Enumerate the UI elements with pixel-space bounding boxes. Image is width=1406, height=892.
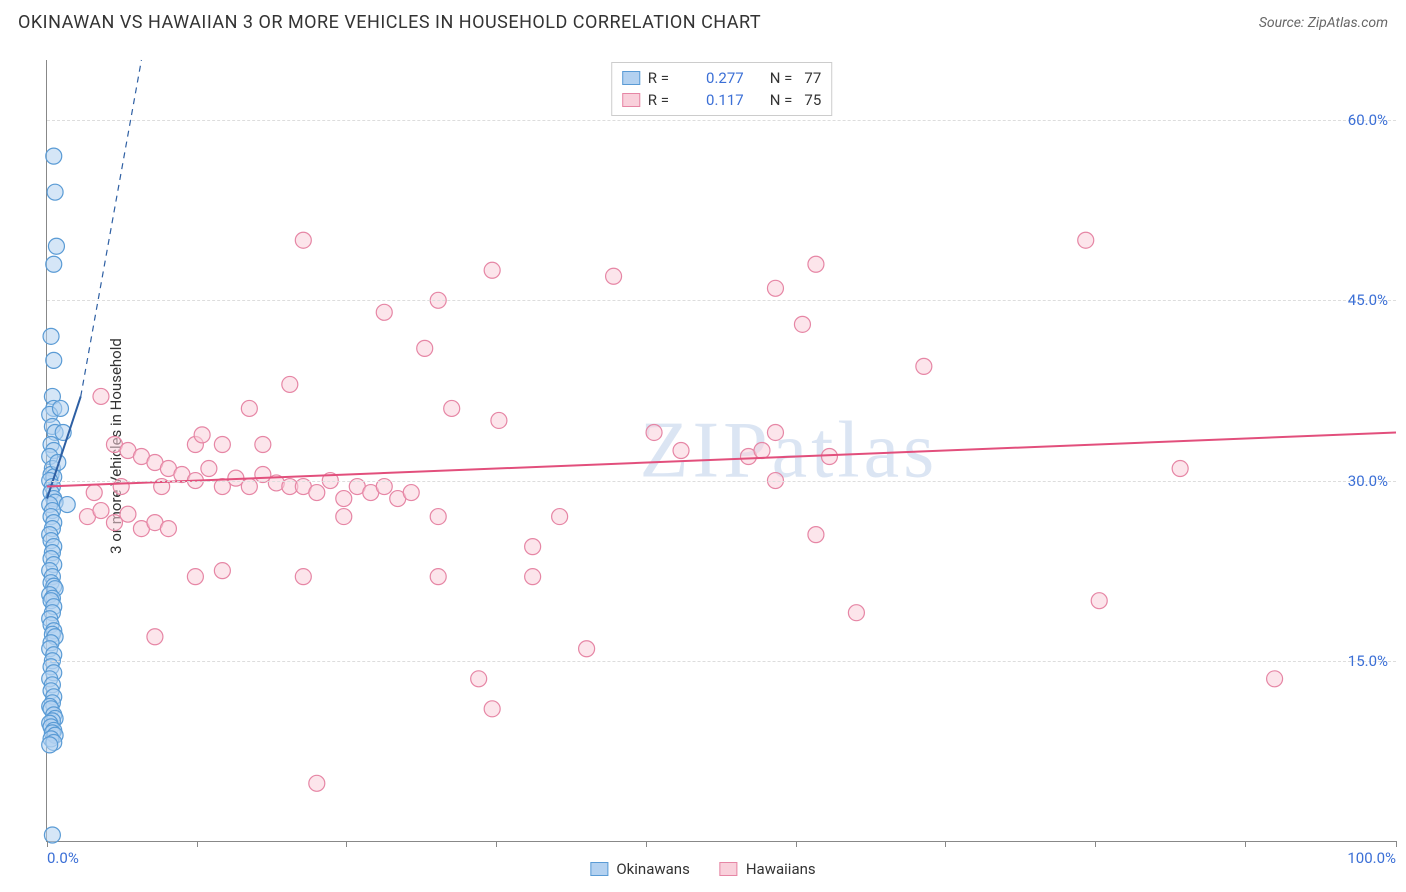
x-tick <box>945 841 946 847</box>
scatter-plot-svg <box>47 60 1396 841</box>
x-tick <box>646 841 647 847</box>
x-tick <box>346 841 347 847</box>
legend-stats: R = 0.277 N = 77 R = 0.117 N = 75 <box>611 62 833 116</box>
x-tick <box>1095 841 1096 847</box>
legend-swatch <box>590 862 608 876</box>
legend-n-label: N = <box>770 91 793 109</box>
legend-series-item: Hawaiians <box>720 860 816 878</box>
source-label: Source: ZipAtlas.com <box>1259 15 1388 31</box>
x-tick <box>796 841 797 847</box>
y-tick-label: 45.0% <box>1348 291 1388 309</box>
x-tick <box>1396 841 1397 847</box>
legend-r-value: 0.117 <box>690 91 744 109</box>
legend-series-label: Okinawans <box>616 860 689 878</box>
x-tick <box>47 841 48 847</box>
chart-title: OKINAWAN VS HAWAIIAN 3 OR MORE VEHICLES … <box>18 12 761 33</box>
legend-swatch <box>622 71 640 85</box>
gridline <box>47 481 1396 482</box>
chart-plot-area: ZIPatlas R = 0.277 N = 77 R = 0.117 N = … <box>46 60 1396 842</box>
legend-r-value: 0.277 <box>690 69 744 87</box>
x-tick-label: 0.0% <box>47 849 79 867</box>
y-tick-label: 15.0% <box>1348 652 1388 670</box>
legend-series: Okinawans Hawaiians <box>590 860 815 878</box>
legend-n-value: 75 <box>804 91 821 109</box>
y-tick-label: 60.0% <box>1348 111 1388 129</box>
legend-r-label: R = <box>648 91 682 109</box>
legend-stat-row: R = 0.277 N = 77 <box>622 67 822 89</box>
legend-n-value: 77 <box>804 69 821 87</box>
gridline <box>47 120 1396 121</box>
legend-swatch <box>720 862 738 876</box>
legend-stat-row: R = 0.117 N = 75 <box>622 89 822 111</box>
legend-series-item: Okinawans <box>590 860 689 878</box>
x-tick <box>1245 841 1246 847</box>
x-tick-label: 100.0% <box>1347 849 1396 867</box>
legend-series-label: Hawaiians <box>746 860 816 878</box>
legend-r-label: R = <box>648 69 682 87</box>
legend-swatch <box>622 93 640 107</box>
x-tick <box>496 841 497 847</box>
legend-n-label: N = <box>770 69 793 87</box>
gridline <box>47 661 1396 662</box>
x-tick <box>197 841 198 847</box>
y-tick-label: 30.0% <box>1348 472 1388 490</box>
gridline <box>47 300 1396 301</box>
